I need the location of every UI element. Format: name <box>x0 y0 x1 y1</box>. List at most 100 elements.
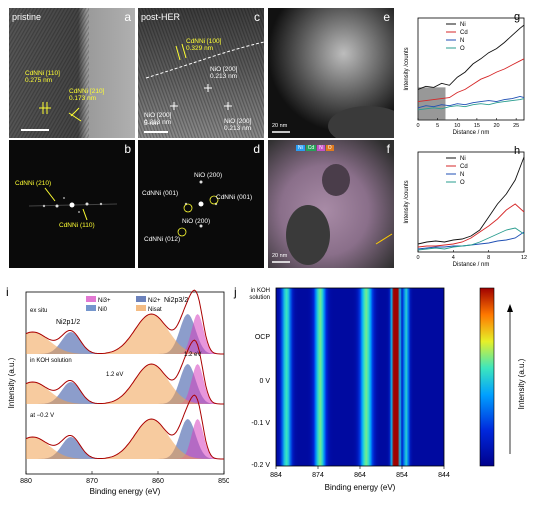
legend-label-n: N <box>460 172 464 178</box>
panel-e-letter: e <box>383 10 390 24</box>
legend-n: N <box>317 145 325 151</box>
d-s5-phase: CdNNi <box>144 236 164 243</box>
spectrum-2-satellite-1-2-component <box>26 437 224 459</box>
lattice2-d: 0.173 nm <box>69 95 97 102</box>
panel-e-haadf: e 20 nm <box>268 8 394 138</box>
legend-label-n: N <box>460 38 464 44</box>
plot-frame <box>25 291 225 475</box>
spectrum-2-satellite-component <box>26 419 224 459</box>
panel-h-line-profile: 0 4 8 12 Distance / nm Intensity /counts Ni Cd N… <box>404 145 527 268</box>
series-line-ni <box>417 156 525 245</box>
legend-label-o: O <box>460 180 465 186</box>
hatched-region <box>418 87 446 120</box>
legend-label-0: Ni3+ <box>98 298 111 304</box>
panel-e-image <box>268 8 394 138</box>
panel-d-spot1: NiO (200) <box>194 172 223 179</box>
c-l3-phase: NiO [200] <box>144 112 172 119</box>
panel-letter: g <box>514 11 520 23</box>
panel-b-spot1: CdNNi (210) <box>15 180 51 187</box>
x-tick-label: 0 <box>416 123 419 129</box>
panel-b-fft-pristine: b CdNNi (210) CdNNi (110) <box>9 140 135 268</box>
spectrum-label-1: in KOH solution <box>30 358 72 364</box>
spectrum-1-satellite-component <box>26 364 224 404</box>
d-s2-hkl: (001) <box>162 190 179 197</box>
x-tick-label: 0 <box>416 255 419 261</box>
x-tick-label: 10 <box>454 123 460 129</box>
plot-frame <box>417 17 525 121</box>
y-label-1: OCP <box>255 334 271 341</box>
spectrum-1-ni3-component <box>26 364 224 404</box>
x-tick-label: 870 <box>86 478 98 485</box>
legend-label-cd: Cd <box>460 30 468 36</box>
panel-f-scalebar-label: 20 nm <box>272 253 288 259</box>
annotation-shift-1: 1.2 eV <box>106 372 123 378</box>
legend-label-2: Ni0 <box>98 307 108 313</box>
panel-c-image <box>138 8 264 138</box>
x-axis-label: Binding energy (eV) <box>325 483 396 492</box>
y-axis-label: Intensity /counts <box>404 180 410 223</box>
spectrum-0-satellite-component <box>26 314 224 354</box>
annotation-shift-2: 1.2 eV <box>184 352 201 358</box>
spectrum-1-ni2-1-2-component <box>26 382 224 404</box>
panel-b-letter: b <box>124 142 131 156</box>
spectrum-envelope-0 <box>25 289 224 355</box>
x-tick-label: 25 <box>513 123 519 129</box>
x-tick-label: 15 <box>474 123 480 129</box>
plot-frame <box>417 151 525 253</box>
panel-i-xps-spectra: ex situ in KOH solution at −0.2 V Ni2p1/2 Ni… <box>6 285 229 496</box>
legend-label-o: O <box>460 46 465 52</box>
c-l2-phase: NiO [200] <box>210 66 238 73</box>
series-line-ni <box>417 24 525 90</box>
spectrum-0-ni3-component <box>26 314 224 354</box>
lattice1-phase: CdNNi <box>25 70 45 77</box>
d-s2-phase: CdNNi <box>142 190 162 197</box>
panel-c-letter: c <box>254 10 260 24</box>
y-axis-label: Intensity (a.u.) <box>7 357 16 408</box>
panel-a-lattice2: CdNNi [210] 0.173 nm <box>69 88 104 102</box>
panel-d-spot5: CdNNi (012) <box>144 236 180 243</box>
panel-f-eds-map: f Ni Cd N O 20 nm <box>268 140 394 268</box>
lattice1-hkl: [110] <box>45 70 60 77</box>
panel-f-image <box>268 140 394 268</box>
colorbar-label: Intensity (a.u.) <box>517 358 526 409</box>
panel-d-image <box>177 180 219 237</box>
panel-d-spot4: NiO (200) <box>182 218 211 225</box>
x-axis-label: Binding energy (eV) <box>90 487 161 496</box>
colorbar-arrowhead <box>507 304 513 312</box>
x-tick-label: 20 <box>493 123 499 129</box>
panel-b-image <box>28 187 118 221</box>
x-tick-label: 864 <box>354 472 366 479</box>
legend-o: O <box>325 145 334 151</box>
y-axis-label: Intensity /counts <box>404 47 410 90</box>
c-l1-d: 0.329 nm <box>186 45 214 52</box>
legend-label-cd: Cd <box>460 164 468 170</box>
annotation-ni2p12: Ni2p1/2 <box>56 319 80 326</box>
panel-a-hrtem-pristine: pristine a CdNNi [110] 0.275 nm CdNNi [2… <box>9 8 135 138</box>
spot1-hkl: (210) <box>35 180 52 187</box>
c-l2-d: 0.213 nm <box>210 73 238 80</box>
panel-letter: i <box>6 285 9 299</box>
y-label-3: -0.1 V <box>251 420 270 427</box>
y-label-4: -0.2 V <box>251 462 270 469</box>
legend-cd: Cd <box>305 145 317 151</box>
y-label-0a: in KOH <box>251 288 270 294</box>
panel-letter: h <box>514 145 520 157</box>
panel-c-lattice1: CdNNi [100] 0.329 nm <box>186 38 221 52</box>
legend-label-ni: Ni <box>460 22 466 28</box>
panel-g-line-profile: 0 5 10 15 20 25 Distance / nm Intensity /counts… <box>404 11 525 136</box>
legend-label-1: Ni2+ <box>148 298 161 304</box>
d-s5-hkl: (012) <box>164 236 181 243</box>
x-tick-label: 850 <box>218 478 229 485</box>
x-tick-label: 860 <box>152 478 164 485</box>
panel-c-scalebar-label: 5 nm <box>144 120 159 127</box>
legend-ni: Ni <box>296 145 305 151</box>
panel-letter: j <box>233 285 237 299</box>
spectrum-0-ni2-1-2-component <box>26 332 224 354</box>
legend-swatch-2 <box>86 305 96 311</box>
x-tick-label: 884 <box>270 472 282 479</box>
x-tick-label: 4 <box>452 255 455 261</box>
panel-d-spot3: CdNNi (001) <box>216 194 252 201</box>
legend-swatch-3 <box>136 305 146 311</box>
panel-a-title: pristine <box>12 12 42 22</box>
x-axis-label: Distance / nm <box>453 130 490 136</box>
